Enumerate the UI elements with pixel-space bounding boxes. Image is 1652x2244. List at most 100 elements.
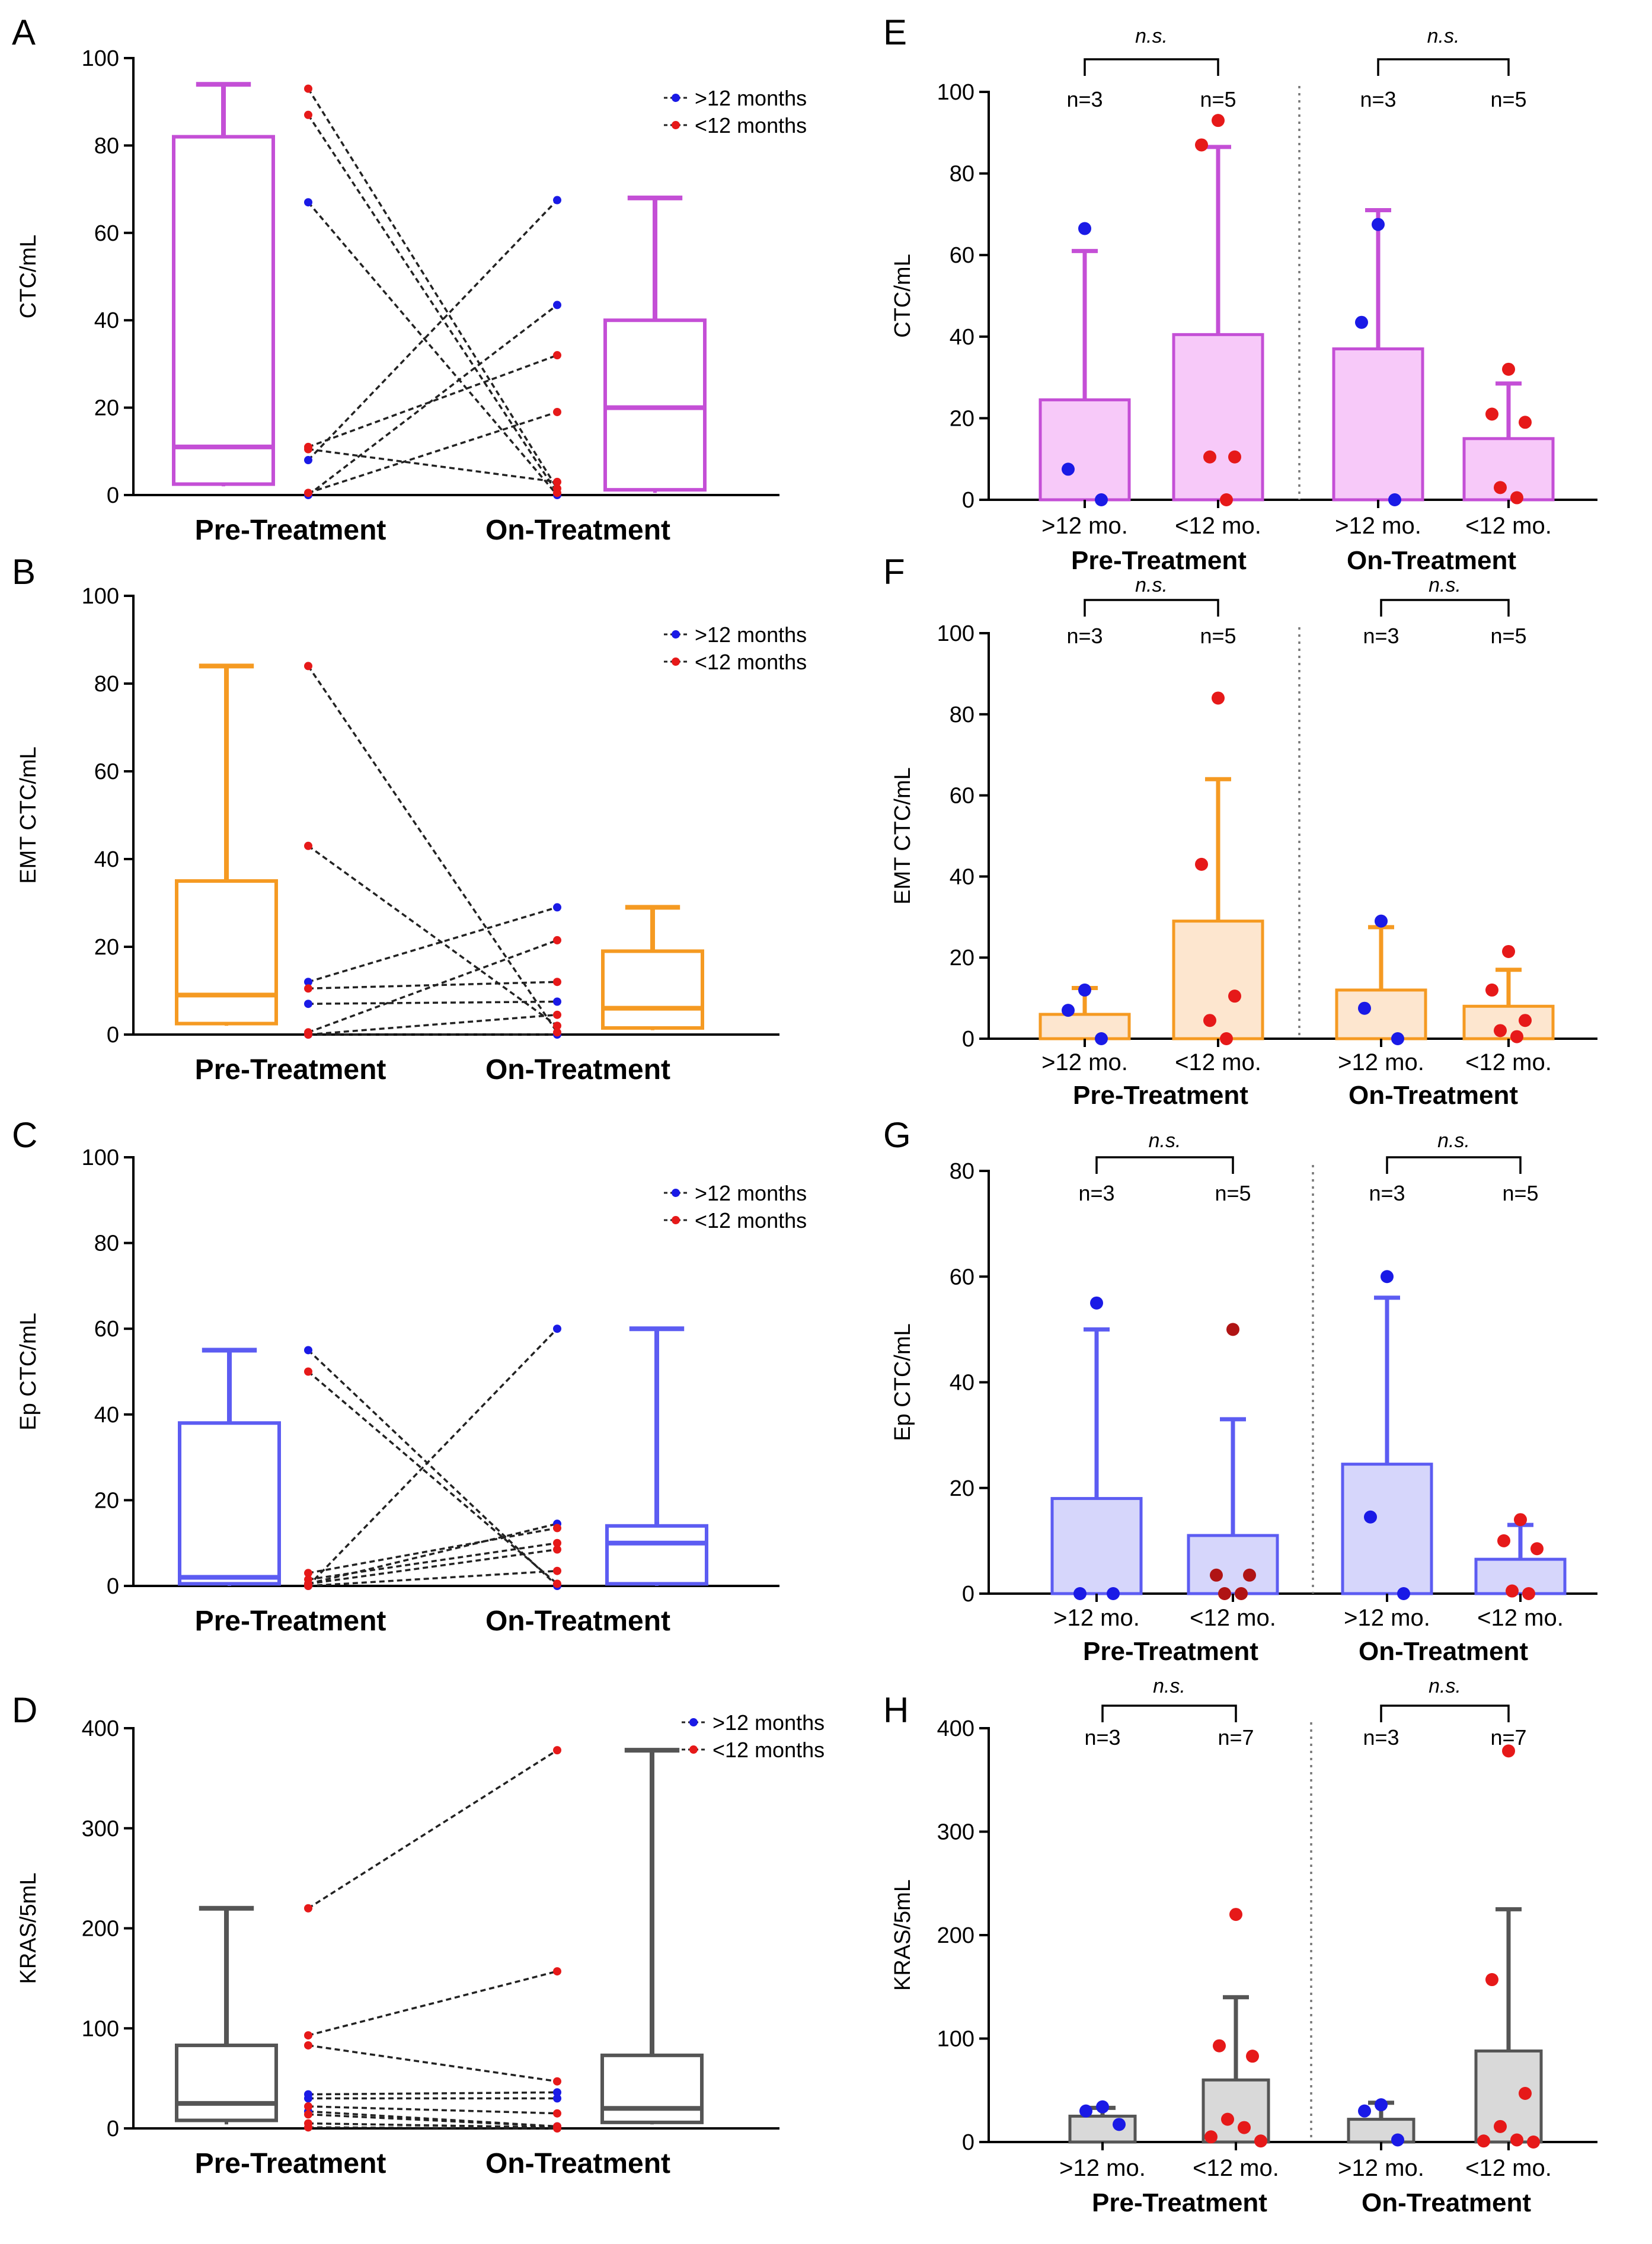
paired-point-on <box>553 477 561 486</box>
box-iqr <box>175 879 278 1026</box>
bar-1: n=3 >12 mo. <box>1059 1725 1146 2181</box>
paired-point-pre <box>304 1904 312 1913</box>
paired-line <box>308 1569 558 1587</box>
data-point <box>1095 493 1108 506</box>
paired-line <box>308 2091 558 2096</box>
paired-point-on <box>553 936 561 944</box>
data-point <box>1203 450 1216 464</box>
category-label: <12 mo. <box>1175 1049 1261 1075</box>
bracket-line <box>1101 1704 1237 1722</box>
category-label: <12 mo. <box>1465 513 1552 539</box>
legend: >12 months <12 months <box>664 1181 807 1233</box>
y-tick-label: 20 <box>950 406 974 431</box>
significance-label: n.s. <box>1429 1675 1461 1697</box>
box-on-treatment <box>601 905 704 1030</box>
paired-point-on <box>553 1545 561 1554</box>
y-tick-label: 100 <box>937 621 974 646</box>
legend-label: >12 months <box>695 1181 807 1205</box>
paired-line <box>308 1013 558 1036</box>
paired-point-pre <box>304 198 312 207</box>
y-tick-label: 0 <box>962 488 974 513</box>
category-label: >12 mo. <box>1344 1605 1430 1631</box>
data-point <box>1095 1032 1108 1045</box>
data-point <box>1502 362 1515 376</box>
paired-point-on <box>553 1566 561 1575</box>
paired-point-pre <box>304 1030 312 1039</box>
paired-point-on <box>553 997 561 1006</box>
significance-bracket: n.s. <box>1095 1129 1234 1174</box>
data-point <box>1078 983 1091 997</box>
n-label: n=5 <box>1200 624 1236 648</box>
legend-label: >12 months <box>695 86 807 110</box>
box-iqr <box>603 318 707 492</box>
n-label: n=3 <box>1084 1725 1120 1750</box>
bracket-line <box>1084 599 1219 617</box>
data-point <box>1073 1587 1087 1600</box>
paired-line <box>308 2126 558 2130</box>
bar-1: n=3 >12 mo. <box>1039 87 1131 539</box>
paired-line <box>308 906 558 983</box>
n-label: n=5 <box>1490 87 1526 111</box>
group-label: On-Treatment <box>1359 1637 1528 1666</box>
y-tick-label: 60 <box>950 1265 974 1289</box>
box-pre-treatment <box>175 1905 278 2125</box>
paired-line <box>307 1349 558 1587</box>
paired-point-on <box>553 1010 561 1019</box>
paired-point-on <box>553 1967 561 1976</box>
y-tick-label: 40 <box>94 847 119 872</box>
significance-label: n.s. <box>1427 25 1460 47</box>
paired-point-on <box>553 1538 561 1547</box>
y-tick-label: 80 <box>950 1159 974 1184</box>
paired-point-pre <box>304 1569 312 1578</box>
significance-bracket: n.s. <box>1084 574 1219 617</box>
paired-point-on <box>553 1524 561 1533</box>
paired-line <box>308 1000 558 1005</box>
y-tick-label: 200 <box>82 1917 119 1942</box>
data-point <box>1485 1973 1498 1987</box>
n-label: n=3 <box>1363 1725 1399 1750</box>
paired-line <box>308 1527 558 1575</box>
y-tick-label: 100 <box>82 1145 119 1170</box>
data-point <box>1388 493 1401 506</box>
panel-a: A CTC/mL 0 20 40 60 80 100 Pre-Treatment On-Treat… <box>12 12 807 546</box>
y-tick-label: 200 <box>937 1923 974 1948</box>
legend: >12 months <12 months <box>664 623 807 674</box>
paired-line <box>308 448 558 483</box>
paired-line <box>307 202 558 496</box>
y-axis-label: Ep CTC/mL <box>890 1323 915 1441</box>
paired-point-pre <box>304 1367 312 1376</box>
bar <box>1474 1557 1567 1595</box>
paired-point-pre <box>304 2041 312 2050</box>
paired-line <box>308 1548 558 1585</box>
significance-bracket: n.s. <box>1101 1675 1237 1722</box>
data-point <box>1522 1587 1535 1600</box>
bracket-line <box>1380 599 1510 617</box>
paired-point-on <box>553 1579 561 1588</box>
x-label-on-treatment: On-Treatment <box>485 1054 670 1086</box>
data-point <box>1397 1587 1410 1600</box>
panel-label: B <box>12 552 36 592</box>
data-point <box>1510 491 1523 505</box>
data-point <box>1485 983 1498 997</box>
paired-point-on <box>553 1324 561 1333</box>
y-axis-label: EMT CTC/mL <box>16 746 41 884</box>
legend-marker <box>672 94 680 102</box>
bar <box>1187 1534 1279 1595</box>
y-tick-label: 0 <box>962 1582 974 1607</box>
panel-d: D KRAS/5mL 0 100 200 300 400 Pre-Treatment On-Tr… <box>12 1690 825 2179</box>
data-point <box>1210 1568 1223 1582</box>
legend-marker <box>689 1718 698 1726</box>
bar-3: n=3 >12 mo. <box>1335 624 1427 1075</box>
bar <box>1332 347 1424 502</box>
y-tick-label: 100 <box>82 584 119 609</box>
legend-label: <12 months <box>695 650 807 674</box>
bar <box>1039 398 1131 502</box>
y-axis-label: KRAS/5mL <box>890 1879 915 1991</box>
data-point <box>1096 2100 1109 2114</box>
y-axis-label: CTC/mL <box>890 254 915 337</box>
bar-3: n=3 >12 mo. <box>1338 1725 1424 2181</box>
paired-point-on <box>553 978 561 987</box>
category-label: >12 mo. <box>1338 1049 1424 1075</box>
y-tick-label: 40 <box>950 1371 974 1396</box>
data-point <box>1527 2136 1540 2149</box>
